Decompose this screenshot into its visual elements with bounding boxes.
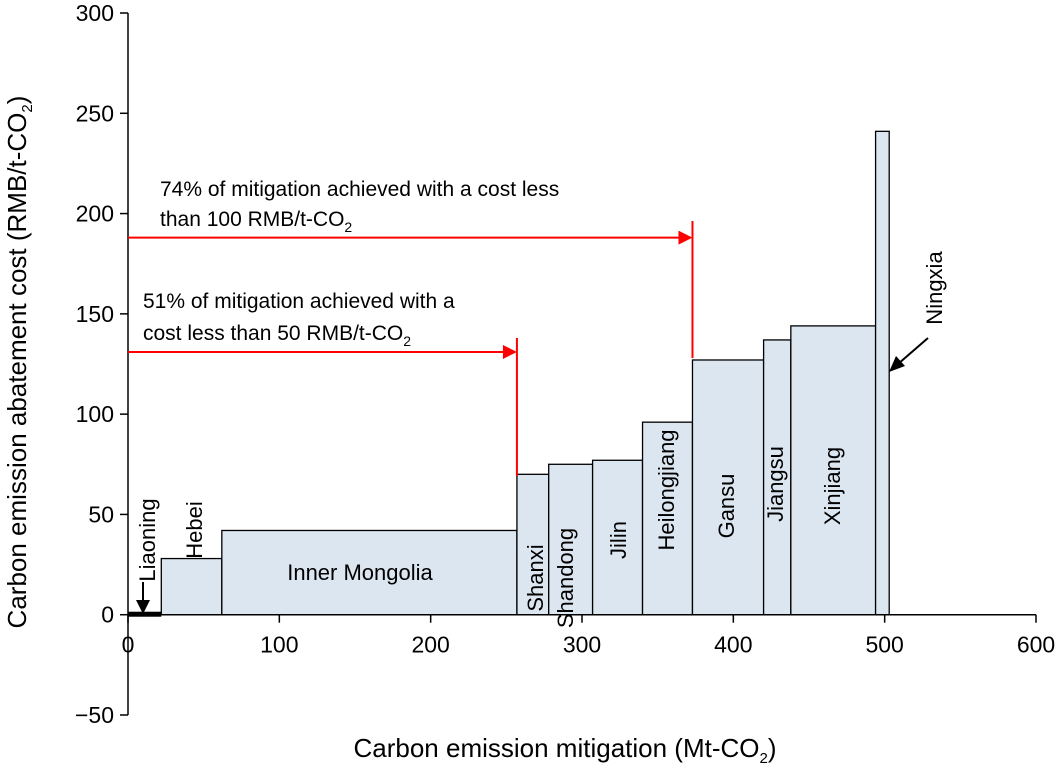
mac-block-xinjiang	[790, 325, 877, 616]
annotation-text-line1: 74% of mitigation achieved with a cost l…	[160, 178, 559, 201]
y-tick-label: 50	[88, 501, 114, 527]
annotation-text-line2-sub: 2	[344, 219, 352, 235]
annotation-arrow-head	[502, 344, 517, 359]
annotation-text-line2-main: than 100 RMB/t-CO	[160, 208, 344, 231]
x-tick-label: 100	[260, 632, 298, 658]
ningxia-arrow-head	[889, 356, 905, 372]
block-label: Ningxia	[922, 251, 947, 325]
block-label: Heilongjiang	[654, 429, 679, 550]
block-label: Jiangsu	[763, 446, 788, 522]
y-axis-title-tail: )	[2, 96, 32, 105]
y-tick-label: 150	[76, 301, 114, 327]
y-tick-label: 0	[101, 602, 114, 628]
y-tick-label: −50	[75, 702, 114, 728]
y-axis-title: Carbon emission abatement cost (RMB/t-CO…	[2, 96, 36, 629]
x-axis-title: Carbon emission mitigation (Mt-CO2)	[353, 733, 776, 767]
block-label: Xinjiang	[820, 447, 845, 525]
block-label: Shanxi	[523, 544, 548, 611]
y-axis-title-sub: 2	[19, 104, 36, 112]
block-label: Jilin	[606, 521, 631, 559]
block-label: Liaoning	[135, 498, 160, 581]
y-tick-label: 250	[76, 100, 114, 126]
annotation-arrow-head	[678, 230, 693, 245]
x-tick-label: 400	[714, 632, 752, 658]
annotation-text-line2: cost less than 50 RMB/t-CO2	[143, 322, 411, 349]
y-tick-label: 100	[76, 401, 114, 427]
x-tick-label: 200	[411, 632, 449, 658]
mac-block-shanxi	[516, 473, 550, 616]
mac-block-ningxia	[874, 130, 890, 616]
annotation-text-line2-sub: 2	[403, 333, 411, 349]
liaoning-arrow-head	[136, 600, 150, 614]
x-axis-title-tail: )	[768, 733, 777, 763]
y-axis-title-main: Carbon emission abatement cost (RMB/t-CO	[2, 113, 32, 629]
x-axis-title-main: Carbon emission mitigation (Mt-CO	[353, 733, 759, 763]
x-tick-label: 500	[865, 632, 903, 658]
annotation-text-line2-main: cost less than 50 RMB/t-CO	[143, 322, 403, 345]
x-tick-label: 0	[122, 632, 135, 658]
y-tick-label: 300	[76, 0, 114, 26]
mac-block-hebei	[160, 557, 223, 616]
x-axis-title-sub: 2	[760, 750, 768, 767]
x-tick-label: 300	[563, 632, 601, 658]
block-label: Shandong	[553, 528, 578, 628]
block-label: Inner Mongolia	[287, 560, 433, 585]
block-label: Hebei	[182, 501, 207, 558]
y-tick-label: 200	[76, 201, 114, 227]
annotation-text-line1: 51% of mitigation achieved with a	[143, 290, 455, 313]
ningxia-arrow-line	[897, 337, 929, 365]
x-tick-label: 600	[1017, 632, 1055, 658]
block-label: Gansu	[714, 474, 739, 539]
annotation-text-line2: than 100 RMB/t-CO2	[160, 208, 352, 235]
